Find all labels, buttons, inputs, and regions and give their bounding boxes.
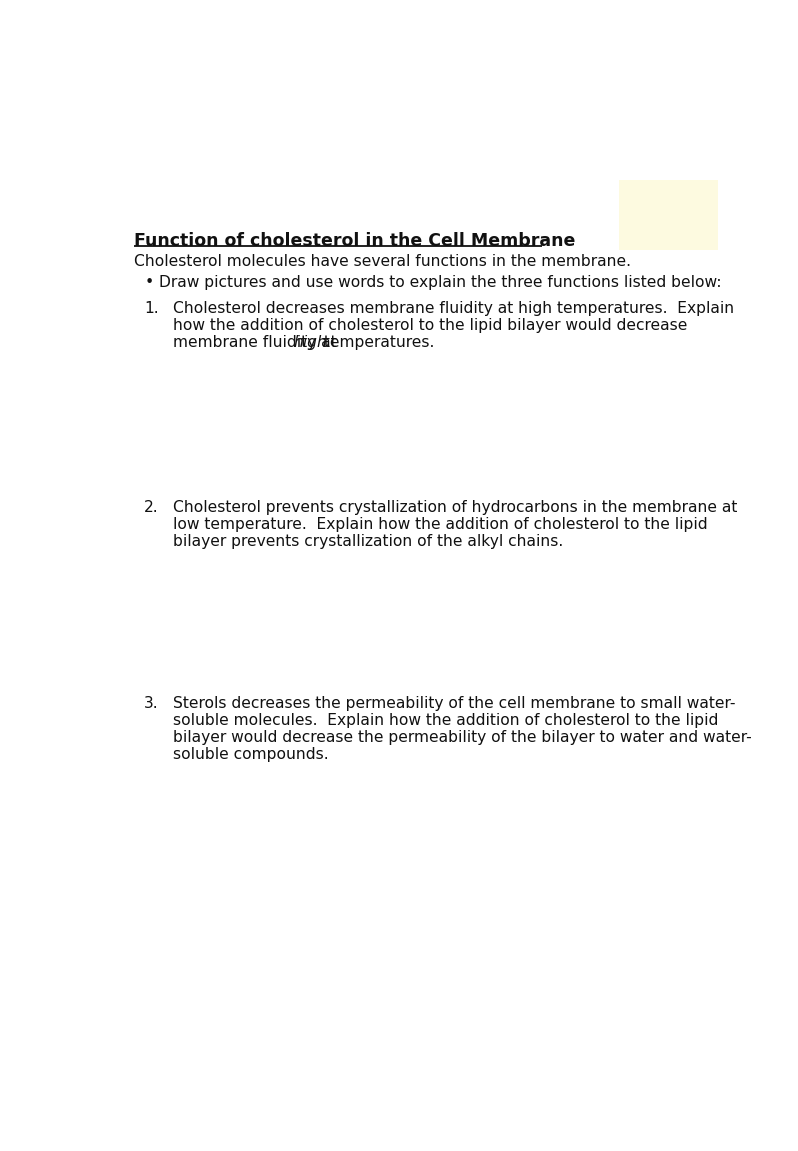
Text: how the addition of cholesterol to the lipid bilayer would decrease: how the addition of cholesterol to the l… (172, 319, 687, 334)
Text: soluble compounds.: soluble compounds. (172, 747, 328, 762)
Text: Function of cholesterol in the Cell Membrane: Function of cholesterol in the Cell Memb… (134, 233, 575, 250)
Text: low temperature.  Explain how the addition of cholesterol to the lipid: low temperature. Explain how the additio… (172, 517, 707, 532)
Text: Sterols decreases the permeability of the cell membrane to small water-: Sterols decreases the permeability of th… (172, 696, 735, 711)
FancyBboxPatch shape (619, 181, 718, 250)
Text: •: • (144, 275, 153, 290)
Text: Cholesterol molecules have several functions in the membrane.: Cholesterol molecules have several funct… (134, 254, 630, 269)
Text: bilayer prevents crystallization of the alkyl chains.: bilayer prevents crystallization of the … (172, 534, 563, 549)
Text: Draw pictures and use words to explain the three functions listed below:: Draw pictures and use words to explain t… (159, 275, 721, 290)
Text: 1.: 1. (144, 302, 159, 317)
Text: soluble molecules.  Explain how the addition of cholesterol to the lipid: soluble molecules. Explain how the addit… (172, 714, 718, 729)
Text: membrane fluidity at: membrane fluidity at (172, 335, 342, 350)
Text: temperatures.: temperatures. (318, 335, 434, 350)
Text: bilayer would decrease the permeability of the bilayer to water and water-: bilayer would decrease the permeability … (172, 730, 752, 745)
Text: Cholesterol prevents crystallization of hydrocarbons in the membrane at: Cholesterol prevents crystallization of … (172, 500, 737, 514)
Text: 2.: 2. (144, 500, 159, 514)
Text: 3.: 3. (144, 696, 159, 711)
Text: high: high (294, 335, 328, 350)
Text: Cholesterol decreases membrane fluidity at high temperatures.  Explain: Cholesterol decreases membrane fluidity … (172, 302, 734, 317)
